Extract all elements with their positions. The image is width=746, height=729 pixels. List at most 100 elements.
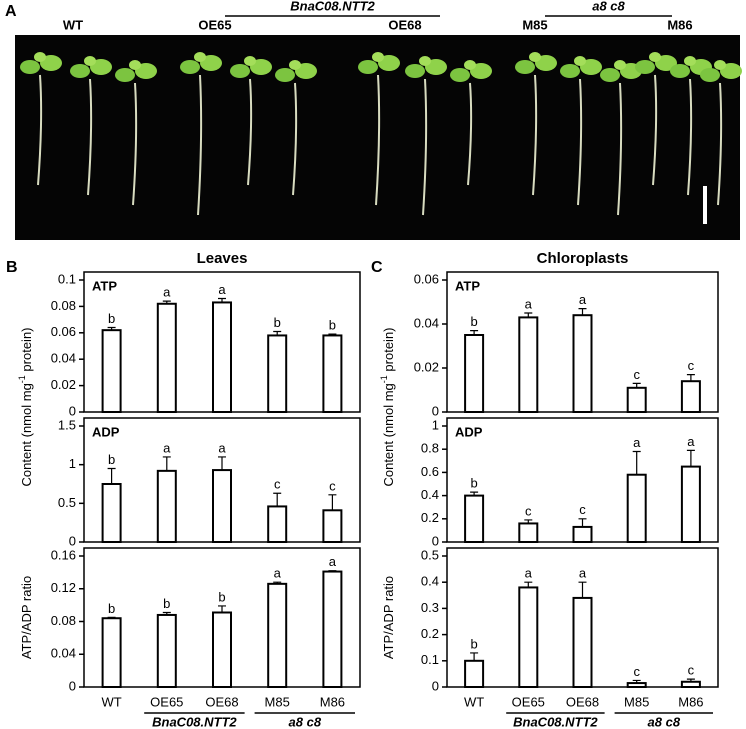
plant-leaf [275,68,295,82]
plant-root [247,78,253,186]
x-tick-label: OE65 [512,694,545,709]
significance-letter: c [579,502,586,517]
y-tick-label: 0.6 [421,464,439,479]
y-tick-label: 0.5 [421,547,439,562]
panel-inner-label: ATP [92,278,117,293]
significance-letter: b [470,476,477,491]
error-bar [578,581,587,598]
significance-letter: b [274,315,281,330]
bar [464,659,485,688]
significance-letter: a [163,440,171,455]
bar [626,682,647,689]
significance-letter: b [108,311,115,326]
plant-leaf [714,60,726,70]
y-axis-label: Content (nmol mg-1 protein) [379,327,396,486]
chart-title: Leaves [197,250,248,267]
x-tick-label: WT [464,694,484,709]
error-bar [686,374,695,382]
x-tick-label: OE68 [566,694,599,709]
y-tick-label: 0.2 [421,626,439,641]
plant-leaf [115,68,135,82]
significance-letter: c [525,503,532,518]
x-tick-label: M86 [678,694,703,709]
y-tick-label: 0.06 [51,324,76,339]
plant-leaf [34,52,46,62]
group-label: BnaC08.NTT2 [513,714,598,729]
error-bar [686,449,695,467]
plant-root [687,78,693,196]
error-bar [218,297,226,303]
y-tick-label: 0.12 [51,580,76,595]
plant-root [292,82,298,196]
bar [322,334,343,413]
plant-leaf [84,56,96,66]
y-tick-label: 0.02 [414,359,439,374]
bar [101,483,122,543]
plant-leaf [649,52,661,62]
bar [572,314,593,414]
significance-letter: a [579,566,587,581]
error-bar [218,605,226,613]
y-tick-label: 0 [432,403,439,418]
y-tick-label: 1.5 [58,417,76,432]
significance-letter: a [579,292,587,307]
y-tick-label: 0.1 [421,652,439,667]
plant-root [132,82,138,206]
error-bar [470,491,479,496]
plant-leaf [372,52,384,62]
y-tick-label: 0.04 [51,351,76,366]
bar [518,522,539,544]
significance-letter: c [274,477,281,492]
bar [101,329,122,413]
error-bar [632,450,641,475]
error-bar [328,570,337,572]
plant-leaf [720,63,742,79]
photo-label: OE68 [388,17,421,32]
bar [267,582,288,689]
error-bar [107,326,116,331]
plant-leaf [425,59,447,75]
plant-leaf [289,60,301,70]
photo-group-label: BnaC08.NTT2 [290,0,375,13]
plant-leaf [464,60,476,70]
significance-letter: b [470,314,477,329]
bar [572,525,593,543]
group-label: BnaC08.NTT2 [152,714,237,729]
bar [322,570,343,689]
plant-root [87,78,93,196]
plant-leaf [20,60,40,74]
y-tick-label: 0.4 [421,574,439,589]
plant-root [652,74,658,186]
plant-root [467,82,473,186]
y-tick-label: 0.1 [58,271,76,286]
plant-leaf [40,55,62,71]
error-bar [524,312,533,318]
plant-leaf [655,55,677,71]
significance-letter: a [163,285,171,300]
bar [680,380,701,414]
y-tick-label: 0.5 [58,495,76,510]
plant-root [617,82,623,216]
error-bar [162,456,171,471]
group-label: a8 c8 [648,714,681,729]
plant-root [375,74,381,206]
x-tick-label: OE65 [150,694,183,709]
significance-letter: b [329,318,336,333]
group-label: a8 c8 [289,714,322,729]
error-bar [632,382,641,388]
y-axis-label-part: Content (nmol mg [19,383,34,486]
significance-letter: c [633,664,640,679]
y-tick-label: 1 [69,456,76,471]
x-tick-label: WT [101,694,121,709]
bar [464,494,485,544]
error-bar [218,456,226,471]
photo-label: WT [63,17,83,32]
bar [212,301,232,413]
y-tick-label: 1 [432,417,439,432]
significance-letter: c [329,478,336,493]
plant-leaf [295,63,317,79]
plant-leaf [405,64,425,78]
error-bar [328,333,337,336]
photo-label: M86 [667,17,692,32]
